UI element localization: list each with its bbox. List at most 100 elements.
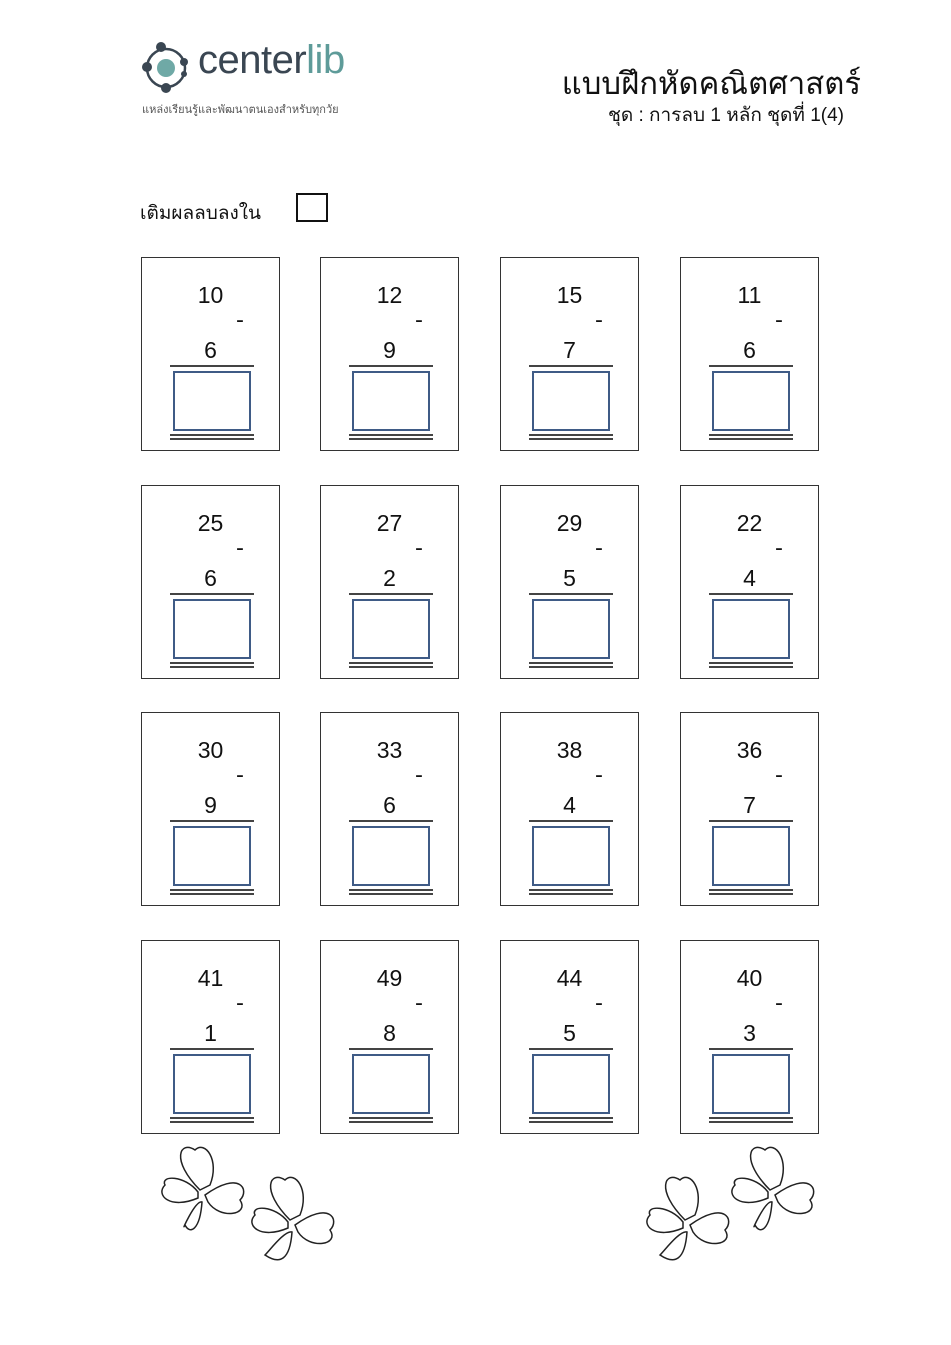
sum-line [170,1048,254,1050]
double-line-top [170,1117,254,1119]
answer-box[interactable] [352,599,430,659]
answer-box[interactable] [532,371,610,431]
subtrahend: 2 [383,565,396,591]
double-line-top [170,889,254,891]
subtrahend: 6 [204,337,217,363]
subtrahend: 3 [743,1020,756,1046]
answer-box[interactable] [712,826,790,886]
double-line-top [529,889,613,891]
double-line-bottom [709,893,793,895]
minus-sign: - [236,536,244,561]
problem-card: 38-4 [500,712,639,906]
instruction-box-sample [296,193,328,222]
answer-box[interactable] [352,826,430,886]
subtrahend: 6 [743,337,756,363]
minus-sign: - [775,536,783,561]
sum-line [170,593,254,595]
sum-line [529,365,613,367]
minus-sign: - [415,763,423,788]
minuend: 38 [556,737,583,763]
subtrahend: 8 [383,1020,396,1046]
sum-line [349,593,433,595]
double-line-bottom [709,1121,793,1123]
problem-card: 29-5 [500,485,639,679]
sum-line [709,593,793,595]
minus-sign: - [415,991,423,1016]
answer-box[interactable] [712,371,790,431]
answer-box[interactable] [712,1054,790,1114]
minuend: 44 [556,965,583,991]
problem-card: 41-1 [141,940,280,1134]
double-line-bottom [170,438,254,440]
answer-box[interactable] [173,371,251,431]
subtrahend: 1 [204,1020,217,1046]
double-line-top [349,1117,433,1119]
subtrahend: 6 [204,565,217,591]
double-line-top [529,434,613,436]
problem-card: 30-9 [141,712,280,906]
minuend: 27 [376,510,403,536]
minus-sign: - [775,308,783,333]
problem-card: 11-6 [680,257,819,451]
answer-box[interactable] [352,371,430,431]
double-line-bottom [349,1121,433,1123]
minus-sign: - [595,536,603,561]
double-line-bottom [529,1121,613,1123]
double-line-bottom [349,438,433,440]
double-line-top [529,662,613,664]
sum-line [529,593,613,595]
double-line-bottom [349,666,433,668]
double-line-top [349,889,433,891]
sum-line [349,365,433,367]
double-line-bottom [709,666,793,668]
subtrahend: 5 [563,565,576,591]
logo-text-accent: lib [306,38,345,82]
problem-card: 40-3 [680,940,819,1134]
problem-card: 12-9 [320,257,459,451]
sum-line [709,820,793,822]
subtrahend: 9 [383,337,396,363]
sum-line [709,1048,793,1050]
subtrahend: 4 [743,565,756,591]
sum-line [349,820,433,822]
minuend: 36 [736,737,763,763]
problem-card: 27-2 [320,485,459,679]
subtrahend: 6 [383,792,396,818]
problem-card: 44-5 [500,940,639,1134]
answer-box[interactable] [712,599,790,659]
double-line-top [170,662,254,664]
double-line-top [349,662,433,664]
minuend: 22 [736,510,763,536]
answer-box[interactable] [173,826,251,886]
minus-sign: - [415,536,423,561]
answer-box[interactable] [352,1054,430,1114]
minuend: 40 [736,965,763,991]
subtrahend: 4 [563,792,576,818]
double-line-bottom [529,893,613,895]
instruction-text: เติมผลลบลงใน [140,203,262,224]
sum-line [529,820,613,822]
sum-line [170,365,254,367]
minuend: 49 [376,965,403,991]
subtrahend: 5 [563,1020,576,1046]
double-line-top [709,889,793,891]
answer-box[interactable] [532,1054,610,1114]
page-subtitle: ชุด : การลบ 1 หลัก ชุดที่ 1(4) [607,105,844,126]
minus-sign: - [236,763,244,788]
logo-molecule-icon [142,42,188,93]
minuend: 41 [197,965,224,991]
minuend: 10 [197,282,224,308]
answer-box[interactable] [173,1054,251,1114]
minuend: 29 [556,510,583,536]
problem-card: 10-6 [141,257,280,451]
double-line-bottom [170,1121,254,1123]
minuend: 12 [376,282,403,308]
answer-box[interactable] [173,599,251,659]
double-line-top [170,434,254,436]
answer-box[interactable] [532,599,610,659]
answer-box[interactable] [532,826,610,886]
double-line-bottom [529,438,613,440]
minuend: 33 [376,737,403,763]
subtrahend: 7 [743,792,756,818]
